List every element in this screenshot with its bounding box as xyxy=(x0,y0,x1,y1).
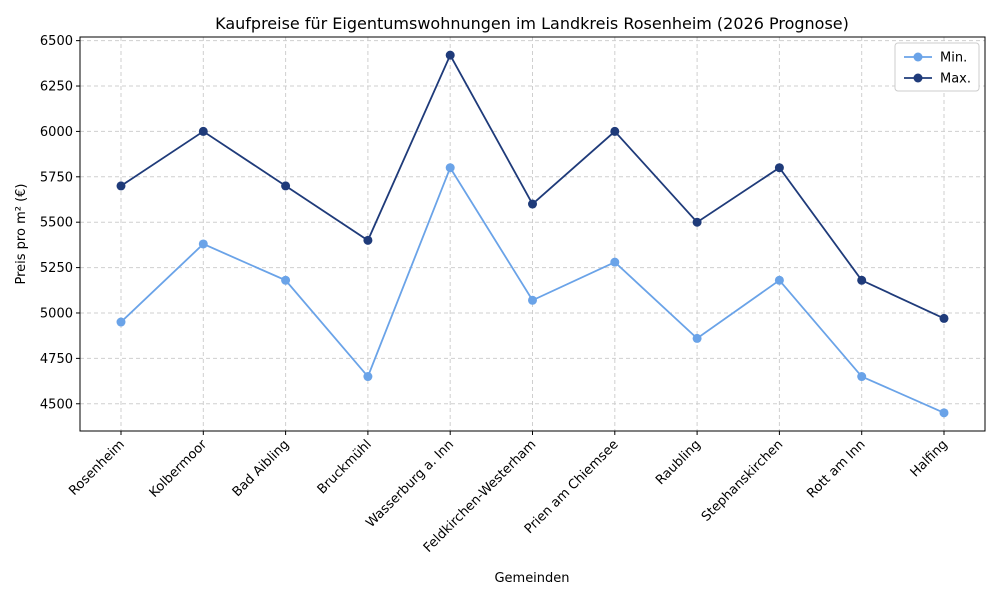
y-axis: 4500 4750 5000 5250 5500 5750 6000 6250 6500 xyxy=(40,34,80,412)
legend-label: Min. xyxy=(940,51,967,66)
data-point xyxy=(363,372,373,382)
data-point xyxy=(198,239,208,249)
data-point xyxy=(939,408,949,418)
data-point xyxy=(281,181,291,191)
x-axis-label: Gemeinden xyxy=(494,571,569,586)
data-point xyxy=(445,163,455,173)
data-point xyxy=(281,275,291,285)
x-tick-label: Bruckmühl xyxy=(315,437,375,497)
data-point xyxy=(939,313,949,323)
x-tick-label: Raubling xyxy=(653,437,704,488)
y-tick-label: 5750 xyxy=(40,170,73,185)
data-point xyxy=(857,372,867,382)
data-point xyxy=(363,235,373,245)
legend: Min. Max. xyxy=(894,42,980,92)
y-tick-label: 4750 xyxy=(40,352,73,367)
x-axis: Rosenheim Kolbermoor Bad Aibling BruckmühlW… xyxy=(66,431,951,556)
y-tick-label: 6250 xyxy=(40,80,73,95)
x-tick-label: Wasserburg a. Inn xyxy=(363,437,457,531)
y-axis-label: Preis pro m² (€) xyxy=(14,183,29,284)
series-layer xyxy=(116,50,949,418)
data-point xyxy=(692,333,702,343)
data-point xyxy=(116,317,126,327)
data-point xyxy=(528,199,537,209)
x-tick-label: Rosenheim xyxy=(66,437,127,498)
x-tick-label: Halfing xyxy=(908,437,951,480)
chart-title: Kaufpreise für Eigentumswohnungen im Lan… xyxy=(215,14,849,33)
legend-marker xyxy=(913,73,923,83)
series-max xyxy=(116,50,949,323)
data-point xyxy=(528,295,537,305)
y-tick-label: 5500 xyxy=(40,216,73,231)
data-point xyxy=(692,217,702,227)
data-point xyxy=(774,163,784,173)
data-point xyxy=(198,126,208,136)
plot-frame xyxy=(79,36,986,432)
data-point xyxy=(445,50,455,60)
x-tick-label: Stephanskirchen xyxy=(699,437,786,524)
y-tick-label: 4500 xyxy=(40,397,73,412)
legend-label: Max. xyxy=(940,72,971,87)
data-point xyxy=(774,275,784,285)
series-min xyxy=(116,163,949,418)
data-point xyxy=(610,126,620,136)
y-tick-label: 5250 xyxy=(40,261,73,276)
x-tick-label: Prien am Chiemsee xyxy=(522,437,622,537)
data-point xyxy=(857,275,867,285)
y-tick-label: 5000 xyxy=(40,306,73,321)
legend-marker xyxy=(913,52,923,62)
y-tick-label: 6000 xyxy=(40,125,73,140)
data-point xyxy=(116,181,126,191)
grid xyxy=(80,37,985,431)
x-tick-label: Kolbermoor xyxy=(147,437,211,501)
y-tick-label: 6500 xyxy=(40,34,73,49)
data-point xyxy=(610,257,620,267)
x-tick-label: Bad Aibling xyxy=(230,437,293,500)
x-tick-label: Rott am Inn xyxy=(804,437,868,501)
